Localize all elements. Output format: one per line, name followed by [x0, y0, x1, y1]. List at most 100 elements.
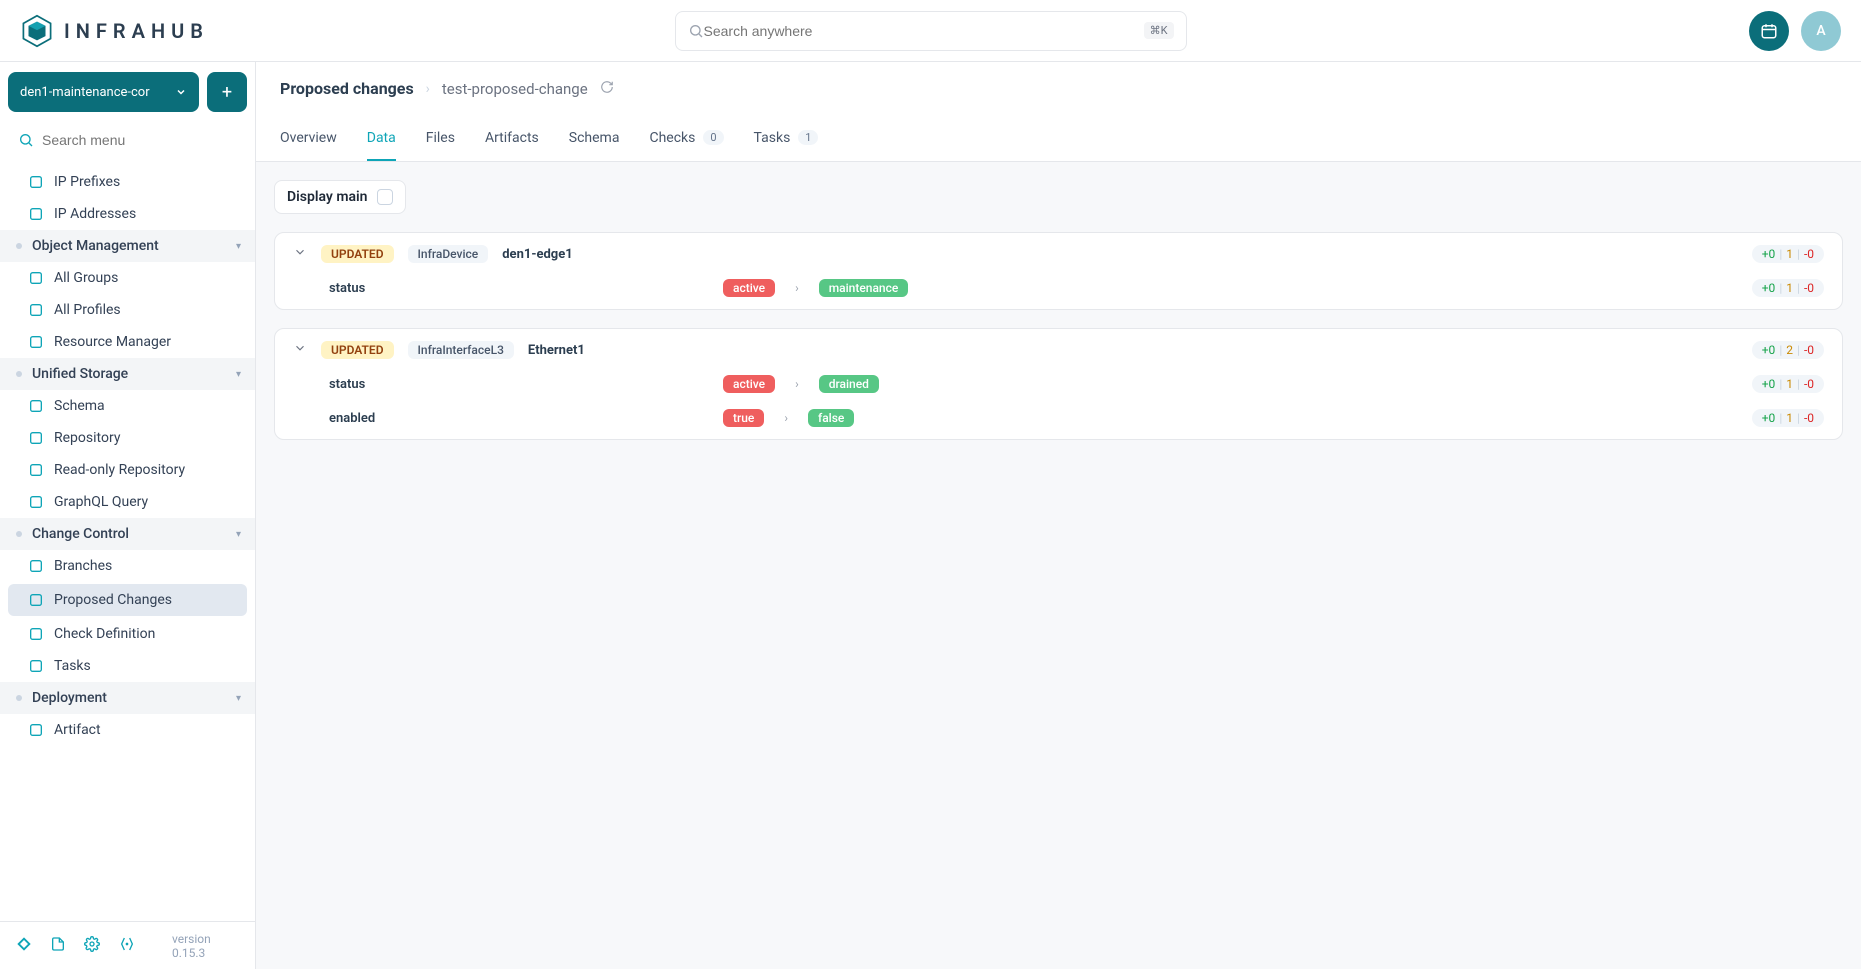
sidebar-item[interactable]: Check Definition [0, 618, 255, 650]
sidebar-item[interactable]: Repository [0, 422, 255, 454]
sidebar-item-label: Check Definition [54, 626, 155, 642]
sidebar-item[interactable]: Proposed Changes [8, 584, 247, 616]
footer-settings-icon[interactable] [84, 936, 100, 955]
footer-git-icon[interactable] [16, 936, 32, 955]
sidebar-item-label: Branches [54, 558, 112, 574]
sidebar-item[interactable]: All Profiles [0, 294, 255, 326]
diff-counts: +0|2|-0 [1752, 341, 1824, 359]
sidebar-item-icon [28, 302, 44, 318]
sidebar-group-header[interactable]: Unified Storage ▾ [0, 358, 255, 390]
breadcrumb: Proposed changes › test-proposed-change [256, 62, 1861, 116]
value-from: active [723, 279, 775, 297]
refresh-icon [600, 80, 614, 94]
dot-icon [16, 371, 22, 377]
tab[interactable]: Overview [280, 116, 337, 161]
diff-added: +0 [1762, 411, 1776, 425]
caret-down-icon: ▾ [236, 529, 241, 540]
sidebar-item[interactable]: All Groups [0, 262, 255, 294]
sidebar-footer: version 0.15.3 [0, 921, 255, 969]
dot-icon [16, 531, 22, 537]
sidebar-item[interactable]: GraphQL Query [0, 486, 255, 518]
tab[interactable]: Schema [569, 116, 620, 161]
sidebar-item-label: Schema [54, 398, 105, 414]
caret-down-icon: ▾ [236, 241, 241, 252]
user-avatar[interactable]: A [1801, 11, 1841, 51]
sidebar-search[interactable] [8, 124, 247, 156]
display-main-label: Display main [287, 189, 367, 205]
change-card-header[interactable]: UPDATEDInfraInterfaceL3Ethernet1+0|2|-0 [275, 333, 1842, 367]
tab-label: Schema [569, 130, 620, 146]
sidebar-item[interactable]: IP Prefixes [0, 166, 255, 198]
tab[interactable]: Artifacts [485, 116, 539, 161]
sidebar-search-input[interactable] [42, 132, 237, 148]
brand-logo[interactable]: INFRAHUB [20, 14, 209, 48]
search-shortcut: ⌘K [1144, 22, 1174, 39]
tab[interactable]: Files [426, 116, 455, 161]
sidebar-item-icon [28, 206, 44, 222]
branch-selector[interactable]: den1-maintenance-cor [8, 72, 199, 112]
change-card-header[interactable]: UPDATEDInfraDeviceden1-edge1+0|1|-0 [275, 237, 1842, 271]
tab-label: Artifacts [485, 130, 539, 146]
status-pill: UPDATED [321, 245, 394, 263]
tab[interactable]: Checks0 [649, 116, 723, 161]
dot-icon [16, 243, 22, 249]
sidebar-item[interactable]: Branches [0, 550, 255, 582]
sidebar-item-icon [28, 398, 44, 414]
diff-added: +0 [1762, 247, 1776, 261]
notifications-button[interactable] [1749, 11, 1789, 51]
sidebar-item-label: Repository [54, 430, 120, 446]
sidebar-item[interactable]: Tasks [0, 650, 255, 682]
object-type: InfraInterfaceL3 [408, 341, 514, 359]
breadcrumb-root[interactable]: Proposed changes [280, 79, 414, 98]
global-search[interactable]: ⌘K [675, 11, 1187, 51]
display-main-toggle[interactable]: Display main [274, 180, 406, 214]
sidebar-item-icon [28, 430, 44, 446]
object-name: Ethernet1 [528, 343, 585, 358]
footer-file-icon[interactable] [50, 936, 66, 955]
diff-deleted: -0 [1804, 343, 1814, 357]
change-card: UPDATEDInfraInterfaceL3Ethernet1+0|2|-0s… [274, 328, 1843, 440]
sidebar-item[interactable]: Resource Manager [0, 326, 255, 358]
infrahub-logo-icon [20, 14, 54, 48]
branch-selector-label: den1-maintenance-cor [20, 85, 150, 100]
breadcrumb-leaf: test-proposed-change [442, 80, 588, 98]
sidebar-group-title: Unified Storage [32, 366, 128, 382]
chevron-down-icon[interactable] [293, 341, 307, 359]
sidebar-item-label: All Groups [54, 270, 118, 286]
refresh-button[interactable] [600, 80, 614, 98]
change-property-row: statusactive›drained+0|1|-0 [275, 367, 1842, 401]
add-branch-button[interactable]: + [207, 72, 247, 112]
sidebar-item[interactable]: IP Addresses [0, 198, 255, 230]
arrow-right-icon: › [778, 411, 794, 425]
sidebar-item-label: All Profiles [54, 302, 121, 318]
diff-counts: +0|1|-0 [1752, 375, 1824, 393]
tab-label: Data [367, 130, 396, 146]
diff-counts: +0|1|-0 [1752, 409, 1824, 427]
sidebar-group-title: Change Control [32, 526, 129, 542]
diff-modified: 1 [1786, 411, 1793, 425]
sidebar-group-header[interactable]: Deployment▾ [0, 682, 255, 714]
sidebar-item-label: IP Prefixes [54, 174, 120, 190]
sidebar-item-icon [28, 270, 44, 286]
chevron-right-icon: › [426, 81, 430, 97]
sidebar-group-header[interactable]: Object Management▾ [0, 230, 255, 262]
caret-down-icon: ▾ [236, 369, 241, 380]
display-main-checkbox[interactable] [377, 189, 393, 205]
diff-deleted: -0 [1804, 411, 1814, 425]
footer-code-icon[interactable] [118, 936, 136, 955]
diff-modified: 1 [1786, 247, 1793, 261]
sidebar-item[interactable]: Read-only Repository [0, 454, 255, 486]
sidebar-item-label: Read-only Repository [54, 462, 185, 478]
sidebar-item[interactable]: Schema [0, 390, 255, 422]
footer-version: version 0.15.3 [172, 932, 239, 960]
global-search-input[interactable] [704, 23, 1144, 39]
sidebar-group-header[interactable]: Change Control ▾ [0, 518, 255, 550]
sidebar-item-label: IP Addresses [54, 206, 136, 222]
sidebar-item[interactable]: Artifact [0, 714, 255, 746]
value-from: active [723, 375, 775, 393]
tab[interactable]: Data [367, 116, 396, 161]
tab[interactable]: Tasks1 [754, 116, 819, 161]
tab-label: Overview [280, 130, 337, 146]
diff-deleted: -0 [1804, 281, 1814, 295]
chevron-down-icon[interactable] [293, 245, 307, 263]
